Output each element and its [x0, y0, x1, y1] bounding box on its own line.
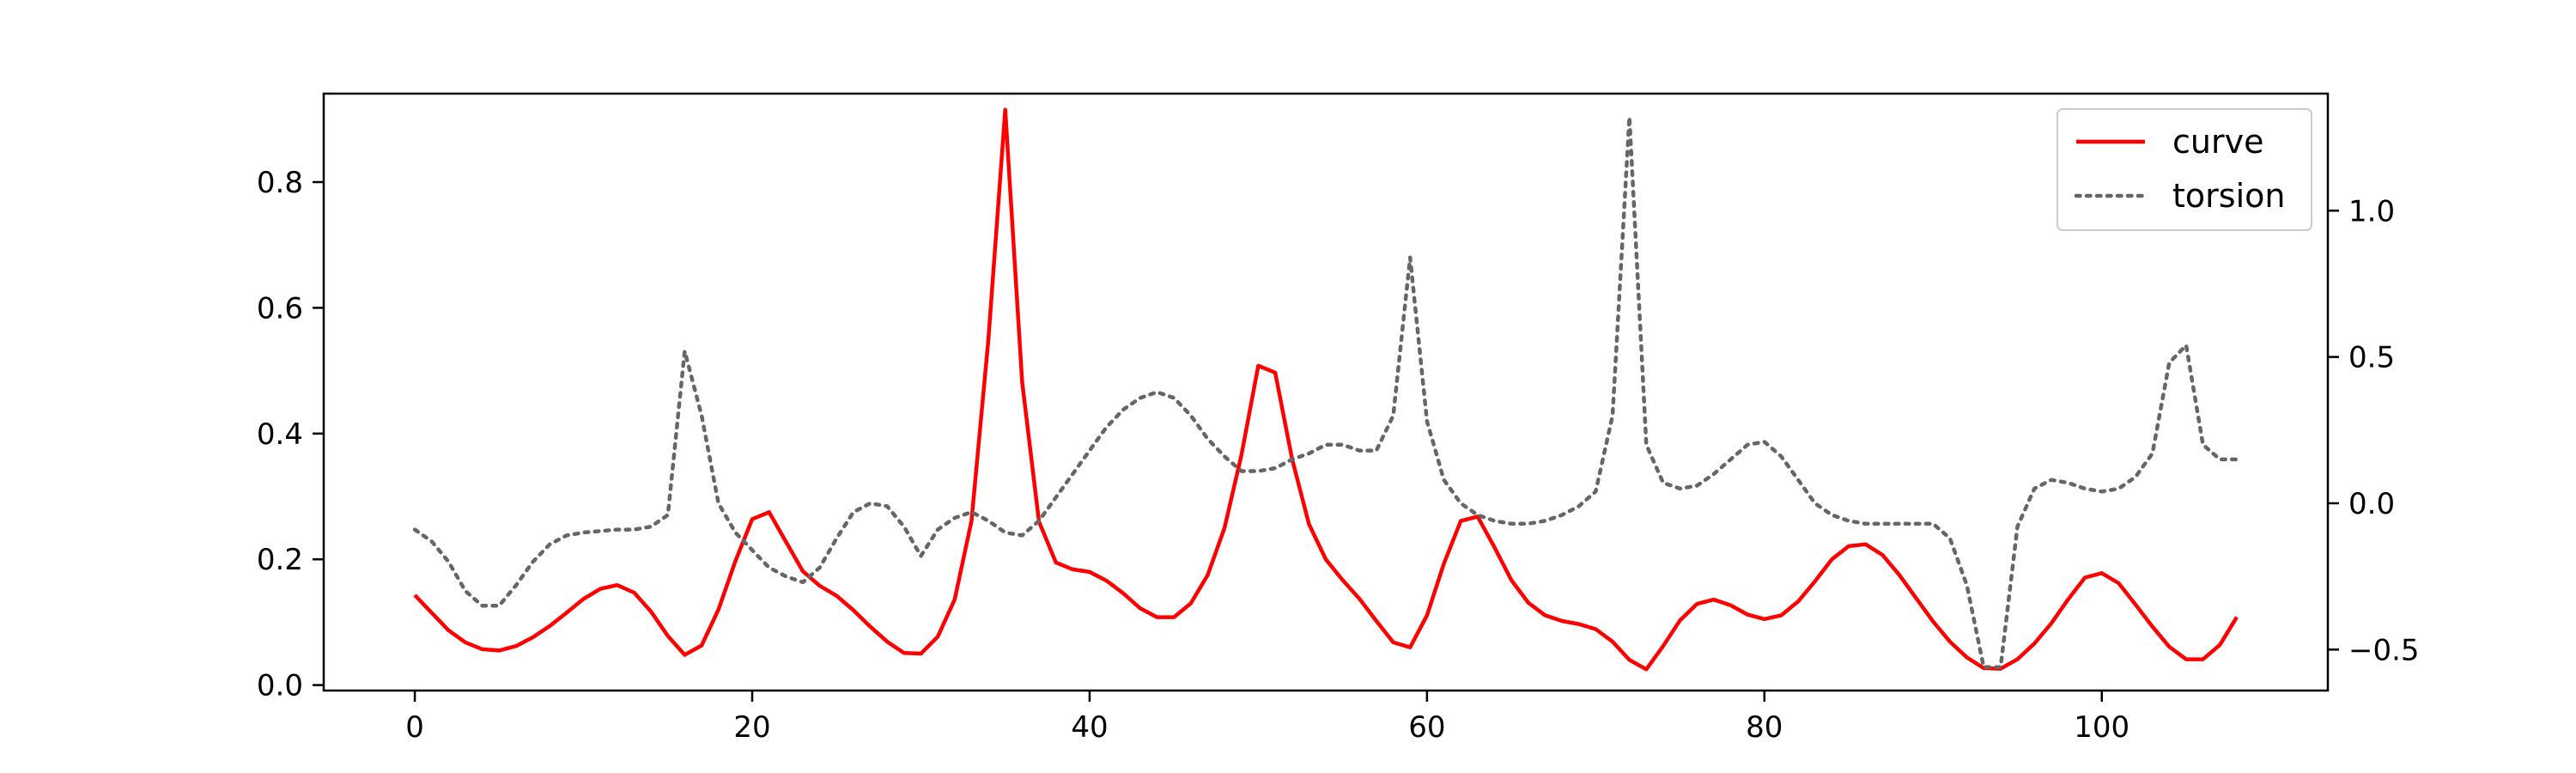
x-tick-label: 20 [733, 710, 770, 745]
x-tick-label: 100 [2074, 710, 2129, 745]
legend-box [2057, 108, 2312, 231]
x-tick-label: 80 [1746, 710, 1783, 745]
legend-label-torsion: torsion [2172, 177, 2285, 215]
y-tick-label: 0.8 [257, 166, 303, 200]
x-axis: 0 20 40 60 80 100 [405, 691, 2129, 745]
x-tick-label: 60 [1408, 710, 1445, 745]
x-tick-label: 0 [405, 710, 424, 745]
y-tick-label: 0.0 [257, 669, 303, 703]
y2-tick-label: 1.0 [2348, 194, 2395, 228]
y-tick-label: 0.4 [257, 417, 303, 452]
series-line-torsion [412, 115, 2239, 669]
y-axis-right: −0.5 0.0 0.5 1.0 [2328, 194, 2420, 667]
y-tick-label: 0.6 [257, 291, 303, 326]
y-tick-label: 0.2 [257, 543, 303, 577]
x-tick-label: 40 [1071, 710, 1108, 745]
series-line-curve [413, 107, 2239, 672]
y2-tick-label: 0.0 [2348, 487, 2395, 521]
y-axis-left: 0.0 0.2 0.4 0.6 0.8 [257, 166, 324, 703]
series-layer [412, 107, 2239, 672]
legend: curve torsion [2057, 108, 2312, 231]
y2-tick-label: −0.5 [2348, 633, 2420, 667]
plot-frame [322, 92, 2330, 692]
legend-label-curve: curve [2172, 123, 2263, 161]
y2-tick-label: 0.5 [2348, 341, 2395, 375]
